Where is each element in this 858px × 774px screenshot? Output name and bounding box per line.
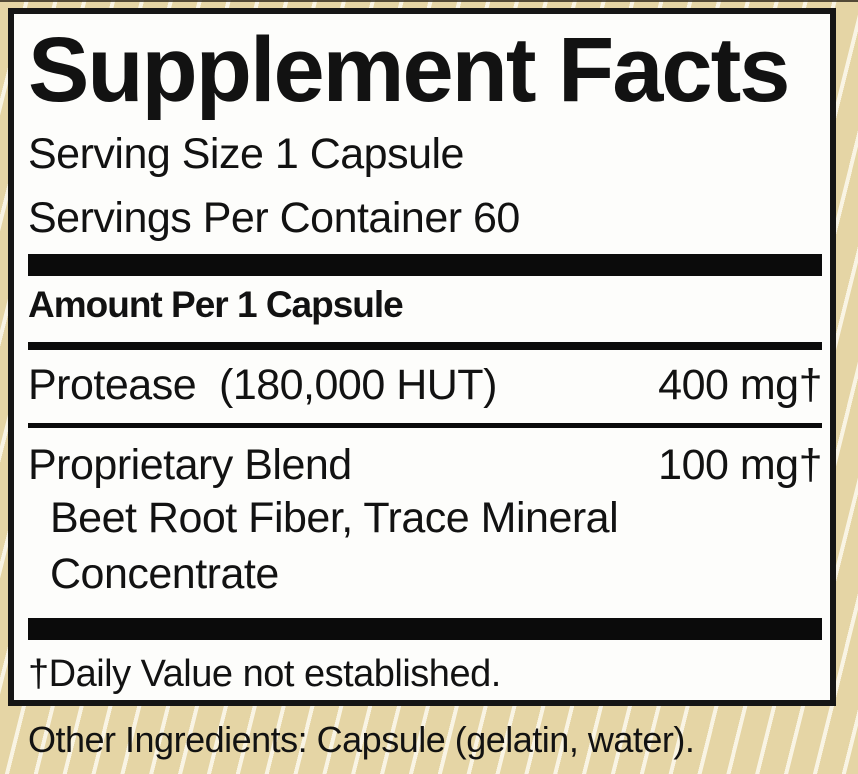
supplement-facts-title: Supplement Facts (28, 19, 790, 121)
serving-size-line: Serving Size 1 Capsule (28, 130, 464, 178)
blend-component-line: Concentrate (50, 550, 279, 598)
blend-component-line: Beet Root Fiber, Trace Mineral (50, 494, 619, 542)
ingredient-row-protease: Protease (180,000 HUT) 400 mg† (28, 360, 822, 410)
section-divider-bar-bottom (28, 618, 822, 640)
serving-info: Serving Size 1 Capsule Servings Per Cont… (28, 122, 822, 250)
ingredient-amount: 100 mg† (658, 441, 822, 489)
ingredient-row-proprietary-blend: Proprietary Blend 100 mg† (28, 440, 822, 490)
section-divider-bar-top (28, 254, 822, 276)
photo-top-edge-line (0, 0, 858, 2)
heavy-rule (28, 342, 822, 350)
supplement-facts-panel: Supplement Facts Serving Size 1 Capsule … (8, 8, 836, 706)
daily-value-footnote: †Daily Value not established. (28, 653, 501, 695)
light-rule (28, 423, 822, 428)
servings-per-container-line: Servings Per Container 60 (28, 194, 520, 242)
ingredient-name: Proprietary Blend (28, 441, 352, 489)
other-ingredients-line: Other Ingredients: Capsule (gelatin, wat… (28, 719, 695, 760)
amount-per-capsule-header: Amount Per 1 Capsule (28, 284, 404, 325)
ingredient-name: Protease (180,000 HUT) (28, 361, 497, 409)
ingredient-amount: 400 mg† (658, 361, 822, 409)
